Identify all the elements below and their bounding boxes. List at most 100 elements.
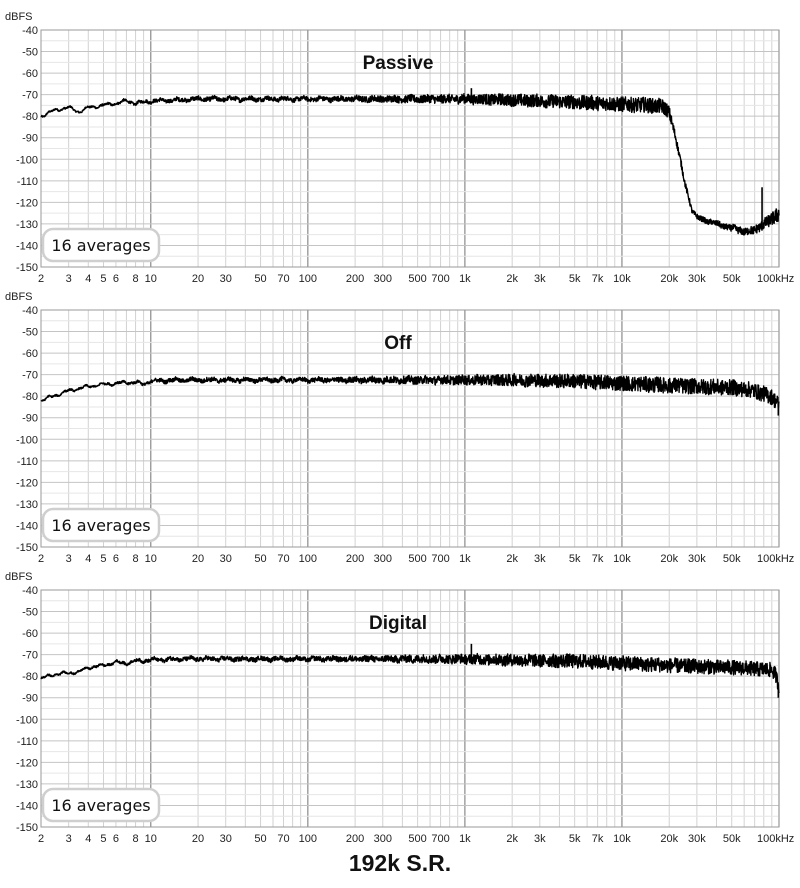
x-tick-label: 500 (408, 553, 426, 565)
x-tick-label: 50k (723, 553, 741, 565)
x-tick-label: 2 (38, 273, 44, 285)
x-tick-label: 4 (85, 273, 91, 285)
x-tick-label: 1k (459, 833, 471, 845)
x-tick-label: 8 (132, 553, 138, 565)
x-tick-label: 8 (132, 833, 138, 845)
badge-text: 16 averages (51, 516, 150, 535)
x-tick-label: 700 (431, 833, 449, 845)
y-tick-label: -130 (16, 779, 38, 791)
y-tick-label: -60 (22, 628, 38, 640)
y-tick-label: -70 (22, 650, 38, 662)
x-tick-label: 700 (431, 273, 449, 285)
x-tick-label: 3k (534, 273, 546, 285)
panel-2: dBFS -40 -50 -60 -70 -80 -90 -100 -110 -120 -130 -1… (5, 291, 794, 565)
y-axis-unit: dBFS (5, 291, 33, 303)
x-tick-label: 8 (132, 273, 138, 285)
grid (40, 589, 780, 828)
plot-frame (40, 589, 780, 828)
y-tick-label: -90 (22, 133, 38, 145)
x-tick-label: 2 (38, 553, 44, 565)
x-tick-label: 2k (506, 833, 518, 845)
x-tick-label: 300 (374, 833, 392, 845)
x-tick-label: 100kHz (757, 553, 794, 565)
y-tick-label: -120 (16, 757, 38, 769)
x-tick-label: 3 (66, 553, 72, 565)
x-tick-label: 50 (254, 273, 266, 285)
x-tick-label: 10 (145, 273, 157, 285)
series-line (40, 93, 780, 236)
averages-badge: 16 averages (41, 227, 161, 263)
y-tick-label: -140 (16, 520, 38, 532)
badge-box (41, 787, 161, 823)
y-tick-label: -50 (22, 607, 38, 619)
x-tick-label: 6 (113, 833, 119, 845)
x-tick-label: 7k (592, 273, 604, 285)
y-tick-label: -90 (22, 693, 38, 705)
x-tick-label: 3k (534, 833, 546, 845)
x-tick-label: 300 (374, 273, 392, 285)
x-tick-label: 200 (346, 553, 364, 565)
x-tick-label: 10k (613, 833, 631, 845)
x-tick-label: 20 (192, 553, 204, 565)
panel-title: Digital (369, 613, 427, 634)
y-tick-label: -60 (22, 68, 38, 80)
y-tick-label: -50 (22, 47, 38, 59)
x-tick-label: 30k (688, 553, 706, 565)
x-tick-label: 20 (192, 833, 204, 845)
y-tick-label: -40 (22, 25, 38, 37)
x-tick-label: 200 (346, 273, 364, 285)
x-tick-label: 5 (100, 833, 106, 845)
x-tick-label: 4 (85, 553, 91, 565)
x-tick-label: 700 (431, 553, 449, 565)
x-tick-label: 7k (592, 833, 604, 845)
y-tick-label: -110 (17, 456, 38, 468)
y-tick-label: -150 (16, 542, 38, 554)
figure-caption: 192k S.R. (348, 850, 452, 876)
x-tick-label: 10 (145, 833, 157, 845)
x-tick-label: 100 (299, 833, 317, 845)
series-line (40, 372, 780, 409)
series-line (40, 652, 780, 694)
x-tick-label: 3 (66, 833, 72, 845)
panel-title: Off (384, 333, 412, 354)
x-tick-label: 50 (254, 553, 266, 565)
x-tick-label: 5k (569, 273, 581, 285)
x-tick-label: 300 (374, 553, 392, 565)
x-tick-label: 70 (277, 833, 289, 845)
x-tick-label: 5k (569, 553, 581, 565)
y-tick-label: -140 (16, 240, 38, 252)
x-tick-label: 6 (113, 273, 119, 285)
y-tick-label: -100 (16, 714, 38, 726)
y-tick-label: -70 (22, 90, 38, 102)
averages-badge: 16 averages (41, 787, 161, 823)
y-tick-label: -130 (16, 219, 38, 231)
plot-frame (40, 309, 780, 548)
y-tick-label: -70 (22, 370, 38, 382)
y-tick-label: -110 (17, 736, 38, 748)
y-tick-label: -100 (16, 434, 38, 446)
panel-3: dBFS -40 -50 -60 -70 -80 -90 -100 -110 -120 -130 -1… (5, 571, 794, 845)
x-tick-label: 3k (534, 553, 546, 565)
x-tick-label: 50k (723, 273, 741, 285)
y-tick-label: -80 (22, 391, 38, 403)
x-tick-label: 500 (408, 273, 426, 285)
badge-text: 16 averages (51, 796, 150, 815)
y-axis-unit: dBFS (5, 11, 33, 23)
y-tick-label: -110 (17, 176, 38, 188)
y-axis-unit: dBFS (5, 571, 33, 583)
x-tick-label: 30k (688, 833, 706, 845)
x-tick-label: 10k (613, 553, 631, 565)
x-tick-label: 20 (192, 273, 204, 285)
x-tick-label: 5 (100, 273, 106, 285)
x-tick-label: 70 (277, 273, 289, 285)
y-tick-label: -40 (22, 305, 38, 317)
x-tick-label: 30k (688, 273, 706, 285)
badge-text: 16 averages (51, 236, 150, 255)
y-tick-label: -40 (22, 585, 38, 597)
x-tick-label: 5k (569, 833, 581, 845)
y-tick-label: -60 (22, 348, 38, 360)
x-tick-label: 30 (220, 273, 232, 285)
x-tick-label: 100kHz (757, 833, 794, 845)
x-tick-label: 100 (299, 273, 317, 285)
